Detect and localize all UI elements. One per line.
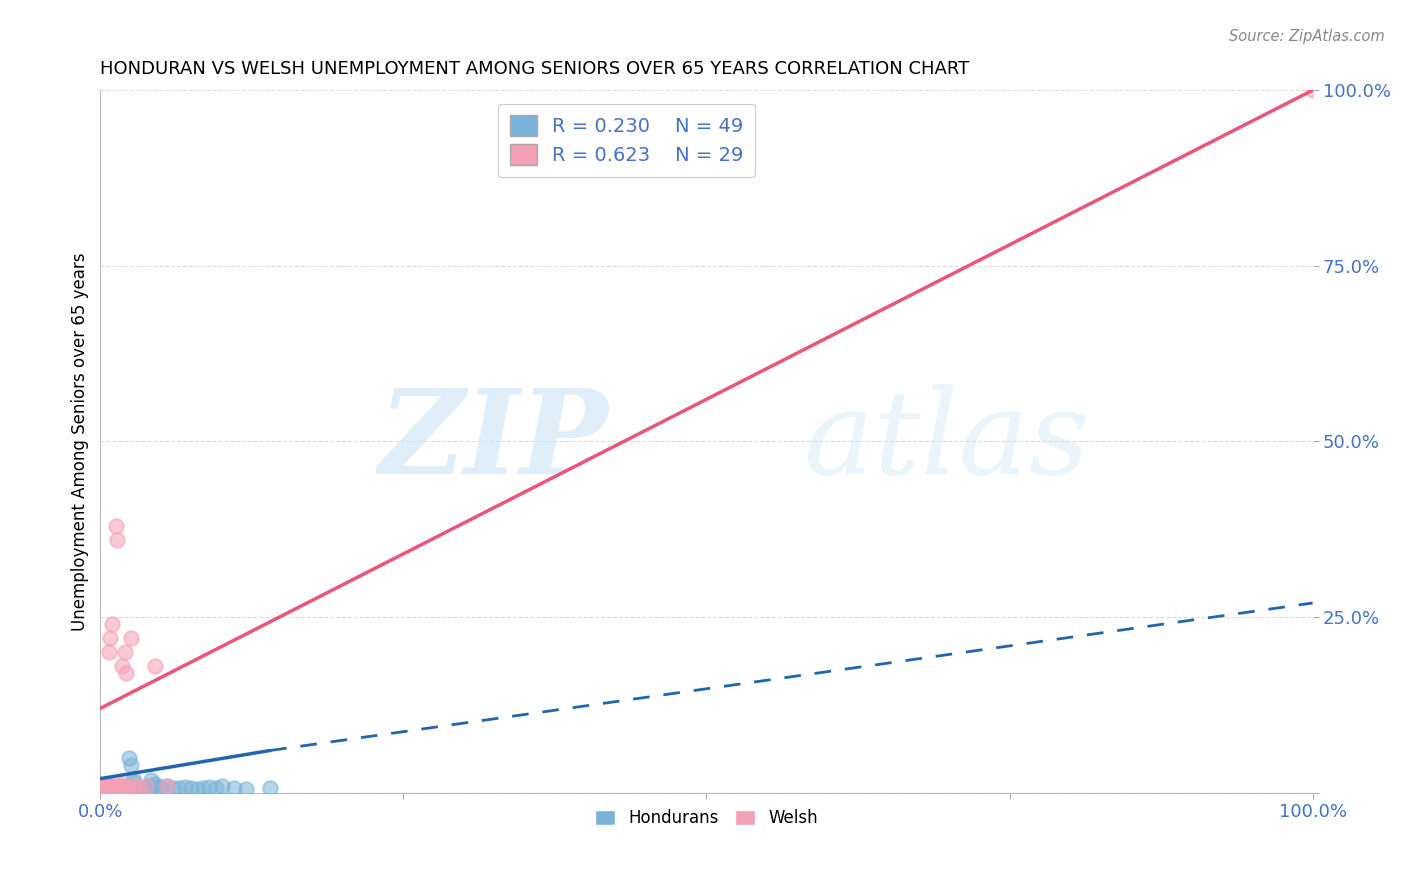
Point <box>149 780 172 794</box>
Point <box>97 645 120 659</box>
Point <box>128 780 150 794</box>
Point <box>148 780 170 795</box>
Point <box>93 780 115 795</box>
Point <box>110 777 132 791</box>
Point <box>132 781 155 796</box>
Point <box>94 779 117 793</box>
Point <box>156 779 179 793</box>
Point <box>1302 83 1324 97</box>
Point <box>128 782 150 797</box>
Point <box>93 780 115 795</box>
Point <box>108 780 131 794</box>
Point <box>111 659 134 673</box>
Point <box>259 780 281 795</box>
Point <box>96 782 118 797</box>
Point <box>112 781 135 796</box>
Point <box>125 780 148 795</box>
Point <box>117 780 139 794</box>
Point <box>98 631 121 645</box>
Point <box>104 779 127 793</box>
Point <box>138 779 160 793</box>
Point <box>141 772 163 787</box>
Point <box>101 782 124 797</box>
Point <box>211 779 233 793</box>
Point <box>115 781 138 796</box>
Point <box>103 780 125 794</box>
Point <box>120 631 142 645</box>
Point <box>222 781 245 796</box>
Point <box>105 780 128 795</box>
Point <box>235 782 257 797</box>
Point <box>115 779 138 793</box>
Point <box>110 780 132 795</box>
Legend: Hondurans, Welsh: Hondurans, Welsh <box>588 802 825 833</box>
Point <box>117 780 139 794</box>
Point <box>198 780 221 794</box>
Point <box>174 780 197 794</box>
Y-axis label: Unemployment Among Seniors over 65 years: Unemployment Among Seniors over 65 years <box>72 252 89 631</box>
Point <box>124 779 146 793</box>
Point <box>107 779 129 793</box>
Point <box>94 780 117 794</box>
Point <box>204 780 226 795</box>
Point <box>143 777 166 791</box>
Point <box>156 779 179 793</box>
Point <box>162 780 184 795</box>
Point <box>180 780 202 795</box>
Text: HONDURAN VS WELSH UNEMPLOYMENT AMONG SENIORS OVER 65 YEARS CORRELATION CHART: HONDURAN VS WELSH UNEMPLOYMENT AMONG SEN… <box>100 60 970 78</box>
Point <box>91 781 114 796</box>
Point <box>97 781 120 796</box>
Point <box>108 780 131 794</box>
Point <box>143 659 166 673</box>
Point <box>135 779 157 793</box>
Point <box>122 772 145 786</box>
Point <box>111 782 134 797</box>
Text: atlas: atlas <box>803 384 1090 499</box>
Point <box>105 518 128 533</box>
Point <box>124 775 146 789</box>
Point <box>96 780 118 794</box>
Text: ZIP: ZIP <box>380 384 609 499</box>
Point <box>91 780 114 794</box>
Text: Source: ZipAtlas.com: Source: ZipAtlas.com <box>1229 29 1385 44</box>
Point <box>114 666 136 681</box>
Point <box>98 780 121 794</box>
Point <box>105 780 128 794</box>
Point <box>114 645 136 659</box>
Point <box>107 781 129 796</box>
Point <box>105 533 128 547</box>
Point <box>100 780 122 794</box>
Point <box>104 781 127 796</box>
Point <box>101 617 124 632</box>
Point <box>90 782 112 797</box>
Point <box>100 780 122 794</box>
Point <box>167 781 190 796</box>
Point <box>135 780 157 794</box>
Point <box>103 780 125 795</box>
Point <box>193 781 215 796</box>
Point <box>120 757 142 772</box>
Point <box>97 777 120 791</box>
Point <box>114 780 136 795</box>
Point <box>112 780 135 794</box>
Point <box>97 780 120 795</box>
Point <box>114 780 136 794</box>
Point <box>118 750 141 764</box>
Point <box>186 782 208 797</box>
